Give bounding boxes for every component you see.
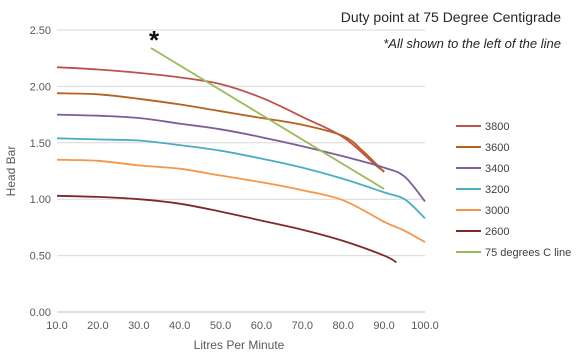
legend-label-2600: 2600 [485, 226, 509, 238]
legend-label-75-degrees-c-line: 75 degrees C line [485, 247, 571, 259]
series-line-3600 [56, 92, 385, 173]
y-tick-label: 2.50 [30, 25, 51, 37]
x-tick-label: 70.0 [292, 320, 313, 332]
series-line-3200 [56, 137, 426, 220]
legend-label-3600: 3600 [485, 142, 509, 154]
chart-subtitle: *All shown to the left of the line [383, 36, 561, 51]
series-line-2600 [56, 194, 397, 264]
legend-label-3400: 3400 [485, 163, 509, 175]
legend-label-3000: 3000 [485, 205, 509, 217]
y-tick-label: 0.00 [30, 307, 51, 319]
y-tick-label: 1.50 [30, 138, 51, 150]
series-line-3000 [56, 158, 426, 243]
x-tick-label: 20.0 [87, 320, 108, 332]
series-line-3400 [56, 113, 426, 203]
x-tick-label: 40.0 [169, 320, 190, 332]
series-lines [56, 47, 426, 264]
legend-label-3200: 3200 [485, 184, 509, 196]
x-tick-label: 30.0 [128, 320, 149, 332]
y-tick-label: 0.50 [30, 251, 51, 263]
x-tick-label: 10.0 [46, 320, 67, 332]
legend: 3800 3600 3400 3200 3000 2600 75 degrees C lin… [456, 121, 571, 259]
axes: 0.00 0.50 1.00 1.50 2.00 2.50 10.0 20.0 30.0 40.0… [30, 25, 439, 332]
x-tick-label: 60.0 [251, 320, 272, 332]
gridlines [57, 29, 425, 257]
x-tick-label: 90.0 [373, 320, 394, 332]
x-axis-title: Litres Per Minute [194, 338, 285, 352]
chart-title: Duty point at 75 Degree Centigrade [341, 9, 561, 25]
series-line-3800 [56, 66, 385, 172]
x-tick-label: 100.0 [411, 320, 439, 332]
legend-label-3800: 3800 [485, 121, 509, 133]
y-axis-title: Head Bar [4, 146, 18, 197]
asterisk-annotation: * [149, 25, 160, 55]
x-tick-label: 80.0 [333, 320, 354, 332]
x-tick-label: 50.0 [210, 320, 231, 332]
series-line-75-degrees-c-line [150, 47, 385, 190]
y-tick-label: 2.00 [30, 81, 51, 93]
y-tick-label: 1.00 [30, 194, 51, 206]
